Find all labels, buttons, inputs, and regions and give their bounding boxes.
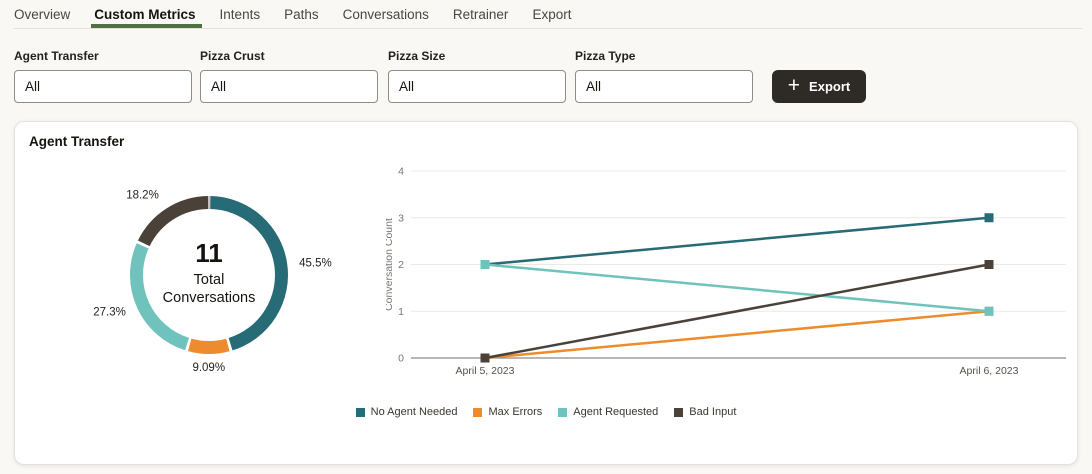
tabbar-divider: [14, 28, 1082, 29]
svg-text:11: 11: [195, 238, 223, 268]
svg-text:1: 1: [398, 306, 404, 318]
svg-text:27.3%: 27.3%: [93, 306, 126, 318]
svg-text:45.5%: 45.5%: [299, 258, 332, 270]
filter-label-pizza-crust: Pizza Crust: [200, 49, 265, 63]
legend-swatch-max-errors: [473, 407, 483, 417]
filter-label-pizza-type: Pizza Type: [575, 49, 636, 63]
legend-label-bad-input: Bad Input: [689, 406, 737, 418]
conversation-count-line-chart: 0 1 2 3 4 Conversation Count April 5, 2023 Apri…: [383, 166, 1066, 377]
pizza-size-select[interactable]: [388, 70, 566, 103]
pizza-type-select[interactable]: [575, 70, 753, 103]
legend-swatch-agent-requested: [558, 407, 568, 417]
tab-export[interactable]: Export: [532, 7, 572, 22]
svg-text:2: 2: [398, 259, 404, 271]
tab-intents[interactable]: Intents: [219, 7, 261, 22]
svg-text:18.2%: 18.2%: [126, 190, 159, 202]
tabbar: Overview Custom Metrics Intents Paths Co…: [14, 0, 571, 29]
card-title: Agent Transfer: [29, 134, 125, 149]
legend-swatch-bad-input: [674, 407, 684, 417]
export-button-label: Export: [809, 79, 851, 94]
tab-custom-metrics[interactable]: Custom Metrics: [91, 0, 202, 29]
export-button[interactable]: + Export: [772, 70, 866, 103]
tab-retrainer[interactable]: Retrainer: [452, 7, 509, 22]
chart-legend: No Agent Needed Max Errors Agent Request…: [15, 406, 1077, 418]
svg-text:April 5, 2023: April 5, 2023: [456, 365, 515, 377]
svg-text:Conversations: Conversations: [163, 290, 256, 306]
agent-transfer-card: Agent Transfer 45.5% 9.09% 27.3% 18.2% 11 Tot…: [14, 121, 1078, 465]
line-chart-container: 0 1 2 3 4 Conversation Count April 5, 2023 Apri…: [383, 159, 1086, 389]
legend-item-bad-input[interactable]: Bad Input: [674, 406, 736, 418]
filter-label-agent-transfer: Agent Transfer: [14, 49, 99, 63]
filter-agent-transfer: Agent Transfer: [14, 49, 192, 103]
svg-text:9.09%: 9.09%: [192, 362, 225, 374]
filter-pizza-crust: Pizza Crust: [200, 49, 378, 103]
legend-item-agent-requested[interactable]: Agent Requested: [558, 406, 658, 418]
svg-text:3: 3: [398, 212, 404, 224]
tab-conversations[interactable]: Conversations: [342, 7, 429, 22]
legend-label-no-agent-needed: No Agent Needed: [370, 406, 458, 418]
tab-overview[interactable]: Overview: [14, 7, 71, 22]
legend-item-no-agent-needed[interactable]: No Agent Needed: [355, 406, 458, 418]
svg-text:Total: Total: [194, 272, 225, 288]
legend-label-agent-requested: Agent Requested: [573, 406, 659, 418]
svg-text:4: 4: [398, 166, 404, 178]
legend-swatch-no-agent-needed: [355, 407, 365, 417]
legend-label-max-errors: Max Errors: [488, 406, 543, 418]
svg-text:0: 0: [398, 353, 404, 365]
svg-text:April 6, 2023: April 6, 2023: [960, 365, 1019, 377]
filter-pizza-size: Pizza Size: [388, 49, 566, 103]
donut-chart-container: 45.5% 9.09% 27.3% 18.2% 11 Total Conversations: [89, 167, 349, 387]
filter-label-pizza-size: Pizza Size: [388, 49, 446, 63]
plus-icon: +: [787, 74, 801, 97]
agent-transfer-select[interactable]: [14, 70, 192, 103]
svg-text:Conversation Count: Conversation Count: [386, 218, 395, 311]
tab-paths[interactable]: Paths: [284, 7, 319, 22]
filter-pizza-type: Pizza Type: [575, 49, 753, 103]
agent-transfer-donut-chart: 45.5% 9.09% 27.3% 18.2% 11 Total Conversations: [93, 190, 332, 374]
legend-item-max-errors[interactable]: Max Errors: [473, 406, 542, 418]
pizza-crust-select[interactable]: [200, 70, 378, 103]
